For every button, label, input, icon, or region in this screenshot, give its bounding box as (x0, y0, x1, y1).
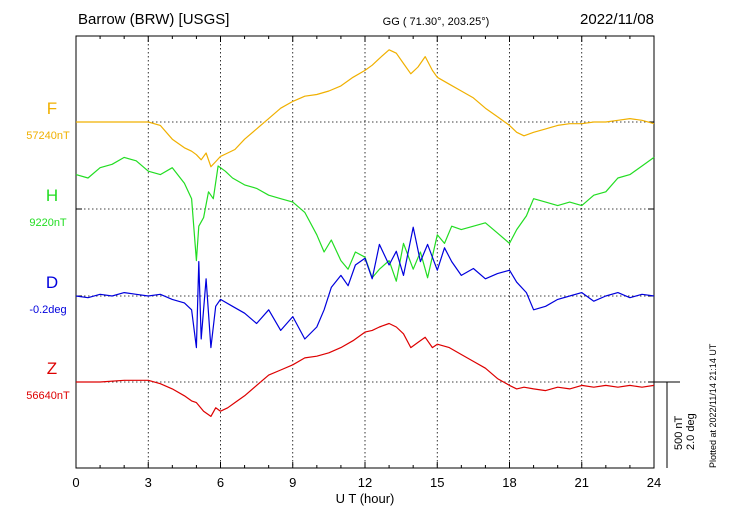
axis-ticks (75, 36, 655, 468)
series-d-name: D (46, 273, 58, 292)
series-d-baseline: -0.2deg (29, 304, 66, 316)
x-tick-label: 3 (145, 475, 152, 490)
x-tick-label: 12 (358, 475, 372, 490)
date-label: 2022/11/08 (580, 11, 654, 28)
x-tick-label: 21 (575, 475, 589, 490)
x-tick-label: 9 (289, 475, 296, 490)
series-d-line (75, 226, 655, 349)
x-tick-label: 0 (72, 475, 79, 490)
plotted-at-note: Plotted at 2022/11/14 21:14 UT (708, 343, 718, 468)
x-tick-label: 18 (502, 475, 516, 490)
series-h-name: H (46, 186, 58, 205)
series-labels: F 57240nT H 9220nT D -0.2deg Z 56640nT (26, 99, 70, 402)
series-h-line (75, 156, 655, 282)
scale-bar-deg: 2.0 deg (685, 413, 697, 450)
series-z-baseline: 56640nT (26, 390, 70, 402)
x-tick-labels: 0 3 6 9 12 15 18 21 24 (72, 475, 661, 490)
x-tick-label: 6 (217, 475, 224, 490)
series-h-baseline: 9220nT (29, 217, 67, 229)
series-z-line (76, 322, 655, 417)
station-title: Barrow (BRW) [USGS] (78, 11, 229, 28)
scale-bar-nt: 500 nT (673, 415, 685, 450)
series-f-name: F (47, 99, 57, 118)
x-axis-label: U T (hour) (336, 491, 395, 506)
series-f-baseline: 57240nT (26, 130, 70, 142)
grid (76, 36, 654, 468)
x-tick-label: 15 (430, 475, 444, 490)
series-group (75, 49, 655, 417)
series-z-name: Z (47, 359, 57, 378)
x-tick-label: 24 (647, 475, 661, 490)
coordinates-label: GG ( 71.30°, 203.25°) (383, 16, 490, 28)
series-f-line (76, 49, 655, 168)
